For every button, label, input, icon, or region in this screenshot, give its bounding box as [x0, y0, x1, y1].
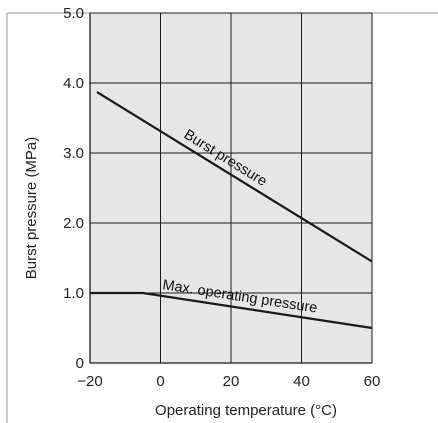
y-tick-label: 1.0 [63, 285, 84, 302]
x-axis-title: Operating temperature (°C) [155, 402, 337, 419]
y-tick-label: 5.0 [63, 5, 84, 22]
x-tick-label: 0 [156, 373, 164, 390]
x-tick-label: 40 [293, 373, 310, 390]
x-tick-label: −20 [77, 373, 102, 390]
x-tick-label: 20 [223, 373, 240, 390]
y-tick-label: 2.0 [63, 215, 84, 232]
x-tick-labels: −20 0 20 40 60 [77, 373, 380, 390]
y-tick-label: 0 [76, 355, 84, 372]
series-layer [90, 91, 373, 330]
y-tick-labels: 0 1.0 2.0 3.0 4.0 5.0 [63, 5, 84, 372]
y-tick-label: 4.0 [63, 75, 84, 92]
y-axis-title: Burst pressure (MPa) [23, 137, 40, 280]
y-tick-label: 3.0 [63, 145, 84, 162]
series-line-burst-pressure [96, 91, 373, 263]
x-tick-label: 60 [364, 373, 381, 390]
series-line-max-operating-pressure [90, 291, 373, 330]
